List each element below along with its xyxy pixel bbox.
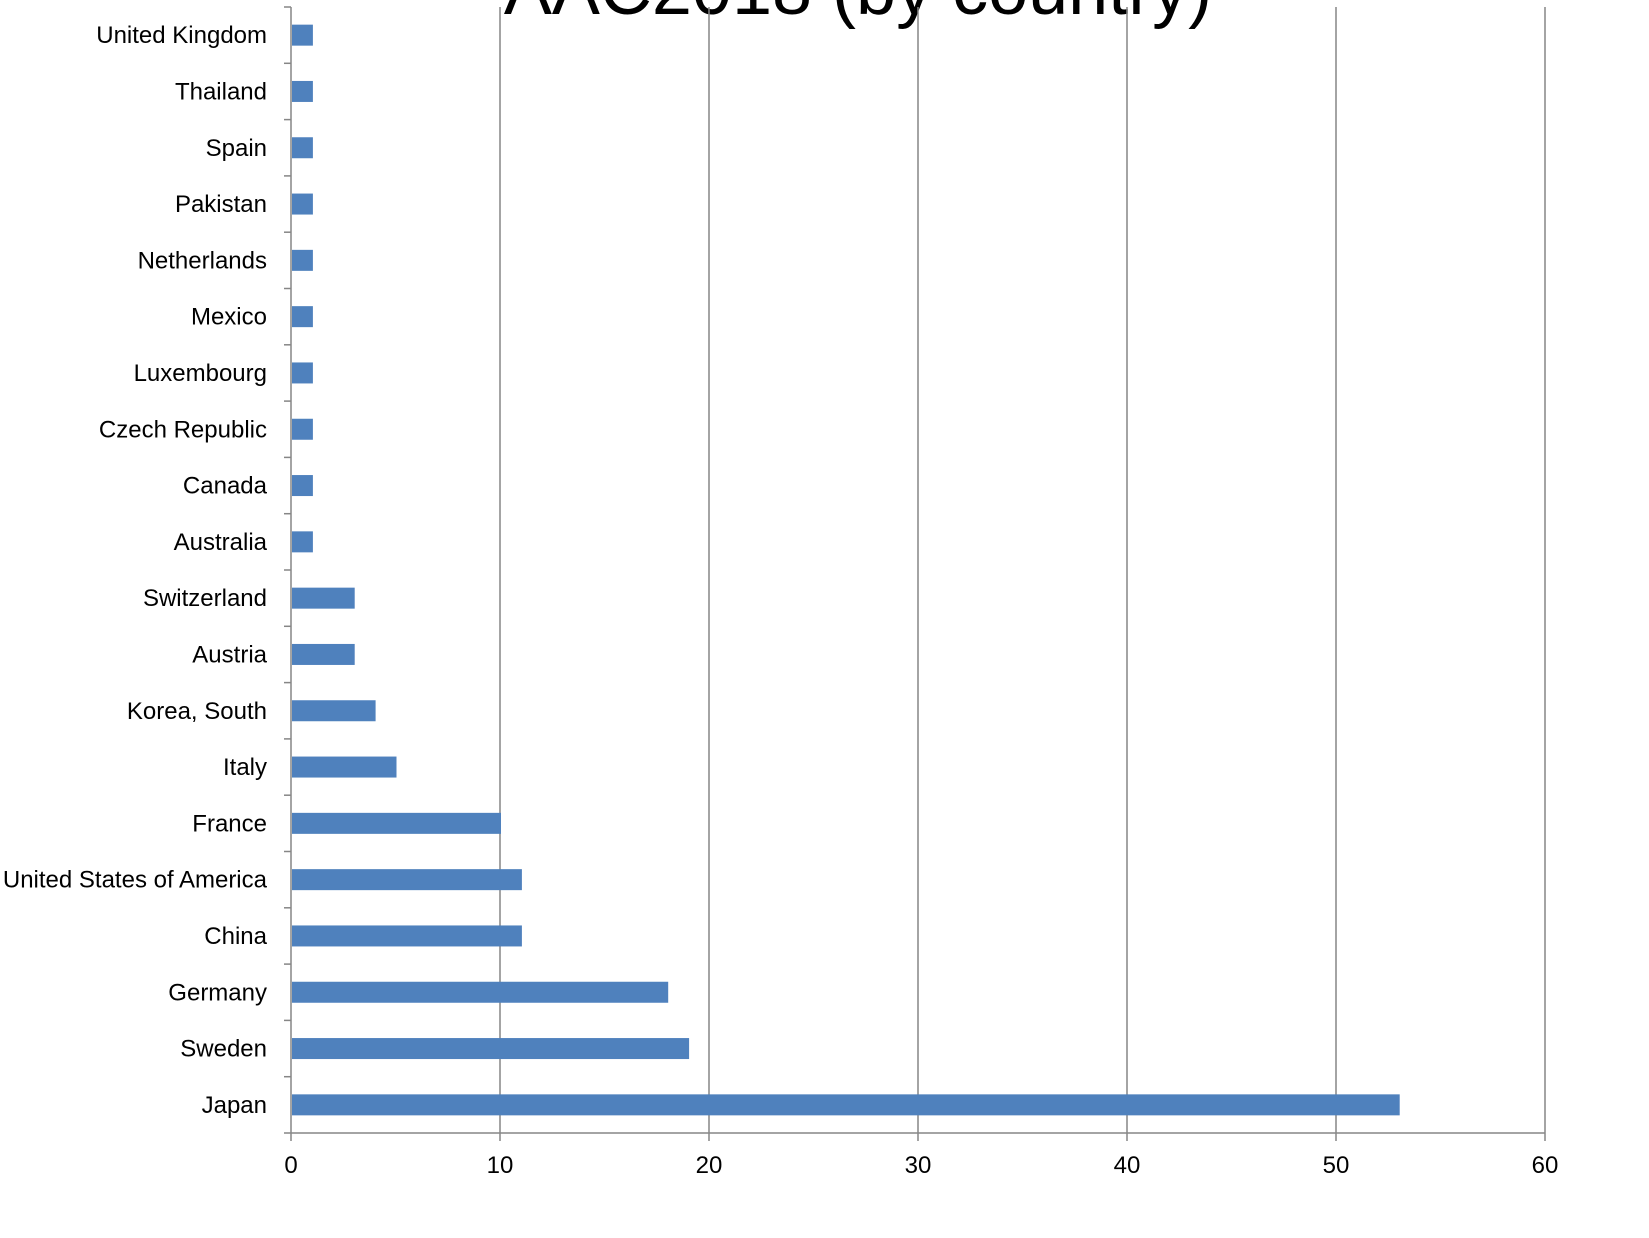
bar-pakistan (292, 193, 313, 215)
category-label: France (192, 810, 267, 837)
chart-title: AAC2018 (by country) (504, 0, 1212, 30)
x-tick-label: 0 (284, 1152, 297, 1179)
category-label: Austria (192, 641, 267, 668)
bar-mexico (292, 306, 313, 328)
category-label: Czech Republic (99, 416, 267, 443)
axes (284, 6, 1546, 1141)
bar-austria (292, 643, 355, 665)
x-tick-label: 20 (696, 1152, 723, 1179)
category-label: Pakistan (175, 191, 267, 218)
category-label: Germany (168, 979, 267, 1006)
category-label: Switzerland (143, 585, 267, 612)
bar-germany (292, 981, 669, 1003)
category-label: Italy (223, 754, 267, 781)
category-label: Japan (202, 1092, 267, 1119)
bar-luxembourg (292, 362, 313, 384)
category-label: Luxembourg (134, 360, 267, 387)
category-label: United States of America (3, 867, 268, 894)
bar-japan (292, 1094, 1400, 1116)
bar-france (292, 812, 501, 834)
x-tick-label: 30 (905, 1152, 932, 1179)
category-label: Spain (206, 135, 267, 162)
x-tick-labels: 0 10 20 30 40 50 60 (284, 1152, 1558, 1179)
category-label: Australia (174, 529, 268, 556)
bar-canada (292, 475, 313, 497)
category-label: Korea, South (127, 698, 267, 725)
category-label: China (204, 923, 267, 950)
bar-united-kingdom (292, 24, 313, 46)
x-tick-label: 40 (1114, 1152, 1141, 1179)
bar-spain (292, 137, 313, 159)
category-label: Mexico (191, 304, 267, 331)
x-tick-label: 50 (1323, 1152, 1350, 1179)
bar-netherlands (292, 249, 313, 271)
bar-italy (292, 756, 397, 778)
x-tick-label: 10 (487, 1152, 514, 1179)
category-label: Thailand (175, 78, 267, 105)
category-label: United Kingdom (96, 22, 267, 49)
bar-korea-south (292, 700, 376, 722)
category-label: Canada (183, 473, 268, 500)
category-label: Sweden (180, 1036, 267, 1063)
x-tick-label: 60 (1532, 1152, 1559, 1179)
bar-thailand (292, 80, 313, 102)
bar-china (292, 925, 522, 947)
bar-united-states-of-america (292, 869, 522, 891)
bar-switzerland (292, 587, 355, 609)
bar-australia (292, 531, 313, 553)
bar-sweden (292, 1038, 690, 1060)
bar-czech-republic (292, 418, 313, 440)
chart-title-group: AAC2018 (by country) (504, 0, 1212, 30)
bars (292, 24, 1400, 1116)
category-label: Netherlands (138, 247, 267, 274)
grid-lines (499, 7, 1546, 1133)
category-labels: Japan Sweden Germany China United States of … (3, 22, 268, 1119)
